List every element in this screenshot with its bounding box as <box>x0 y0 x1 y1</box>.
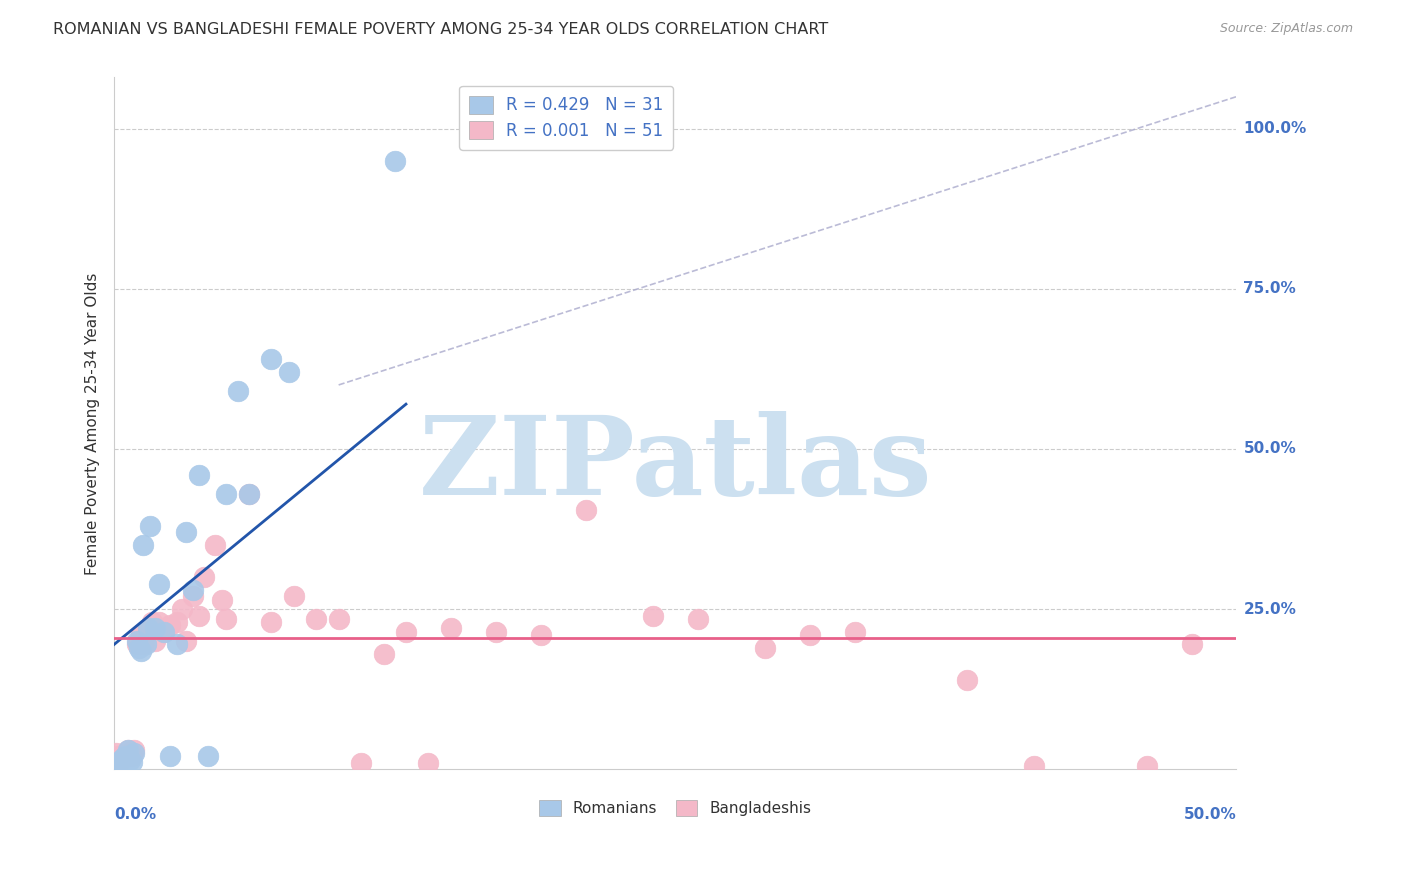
Point <box>166 637 188 651</box>
Text: 100.0%: 100.0% <box>1243 121 1306 136</box>
Point <box>686 612 709 626</box>
Point <box>956 673 979 687</box>
Point <box>166 615 188 629</box>
Point <box>121 749 143 764</box>
Point <box>260 352 283 367</box>
Y-axis label: Female Poverty Among 25-34 Year Olds: Female Poverty Among 25-34 Year Olds <box>86 272 100 574</box>
Text: 50.0%: 50.0% <box>1243 442 1296 457</box>
Point <box>105 746 128 760</box>
Point <box>181 582 204 597</box>
Point <box>139 621 162 635</box>
Text: 25.0%: 25.0% <box>1243 601 1296 616</box>
Point <box>148 615 170 629</box>
Point <box>128 634 150 648</box>
Point <box>197 749 219 764</box>
Point <box>125 637 148 651</box>
Legend: Romanians, Bangladeshis: Romanians, Bangladeshis <box>531 792 818 824</box>
Point <box>395 624 418 639</box>
Point <box>193 570 215 584</box>
Text: 75.0%: 75.0% <box>1243 281 1296 296</box>
Point <box>124 743 146 757</box>
Point <box>159 749 181 764</box>
Point <box>143 621 166 635</box>
Point <box>118 746 141 760</box>
Point <box>418 756 440 770</box>
Point <box>132 637 155 651</box>
Point <box>114 749 136 764</box>
Point <box>1180 637 1202 651</box>
Point <box>211 592 233 607</box>
Point <box>799 628 821 642</box>
Point <box>641 608 664 623</box>
Point <box>278 365 301 379</box>
Point <box>170 602 193 616</box>
Point <box>132 538 155 552</box>
Point <box>143 634 166 648</box>
Point <box>148 576 170 591</box>
Point <box>105 756 128 770</box>
Point <box>754 640 776 655</box>
Point <box>844 624 866 639</box>
Point <box>215 487 238 501</box>
Point <box>328 612 350 626</box>
Point <box>118 753 141 767</box>
Point <box>139 519 162 533</box>
Point <box>152 624 174 639</box>
Point <box>215 612 238 626</box>
Point <box>188 608 211 623</box>
Point <box>238 487 260 501</box>
Text: 0.0%: 0.0% <box>114 807 156 822</box>
Point <box>283 590 305 604</box>
Point <box>485 624 508 639</box>
Point <box>110 753 132 767</box>
Point <box>110 753 132 767</box>
Point <box>188 467 211 482</box>
Point <box>530 628 553 642</box>
Point <box>574 503 596 517</box>
Point <box>440 621 463 635</box>
Point <box>181 590 204 604</box>
Point <box>384 153 406 168</box>
Point <box>112 751 135 765</box>
Point <box>1024 759 1046 773</box>
Text: 50.0%: 50.0% <box>1184 807 1236 822</box>
Point <box>107 749 129 764</box>
Point <box>117 743 139 757</box>
Point <box>141 615 163 629</box>
Point <box>159 618 181 632</box>
Point <box>152 624 174 639</box>
Point <box>128 640 150 655</box>
Text: Source: ZipAtlas.com: Source: ZipAtlas.com <box>1219 22 1353 36</box>
Point <box>136 621 159 635</box>
Point <box>107 755 129 769</box>
Point <box>373 647 395 661</box>
Point <box>350 756 373 770</box>
Point <box>135 637 157 651</box>
Point <box>124 746 146 760</box>
Point <box>226 384 249 399</box>
Point <box>112 751 135 765</box>
Point <box>136 624 159 639</box>
Point <box>125 634 148 648</box>
Text: ROMANIAN VS BANGLADESHI FEMALE POVERTY AMONG 25-34 YEAR OLDS CORRELATION CHART: ROMANIAN VS BANGLADESHI FEMALE POVERTY A… <box>53 22 828 37</box>
Point <box>121 755 143 769</box>
Point <box>129 628 152 642</box>
Point <box>114 749 136 764</box>
Point <box>174 525 197 540</box>
Point <box>260 615 283 629</box>
Text: ZIPatlas: ZIPatlas <box>419 411 932 518</box>
Point <box>1136 759 1159 773</box>
Point <box>305 612 328 626</box>
Point <box>117 743 139 757</box>
Point <box>174 634 197 648</box>
Point <box>129 644 152 658</box>
Point <box>204 538 226 552</box>
Point <box>238 487 260 501</box>
